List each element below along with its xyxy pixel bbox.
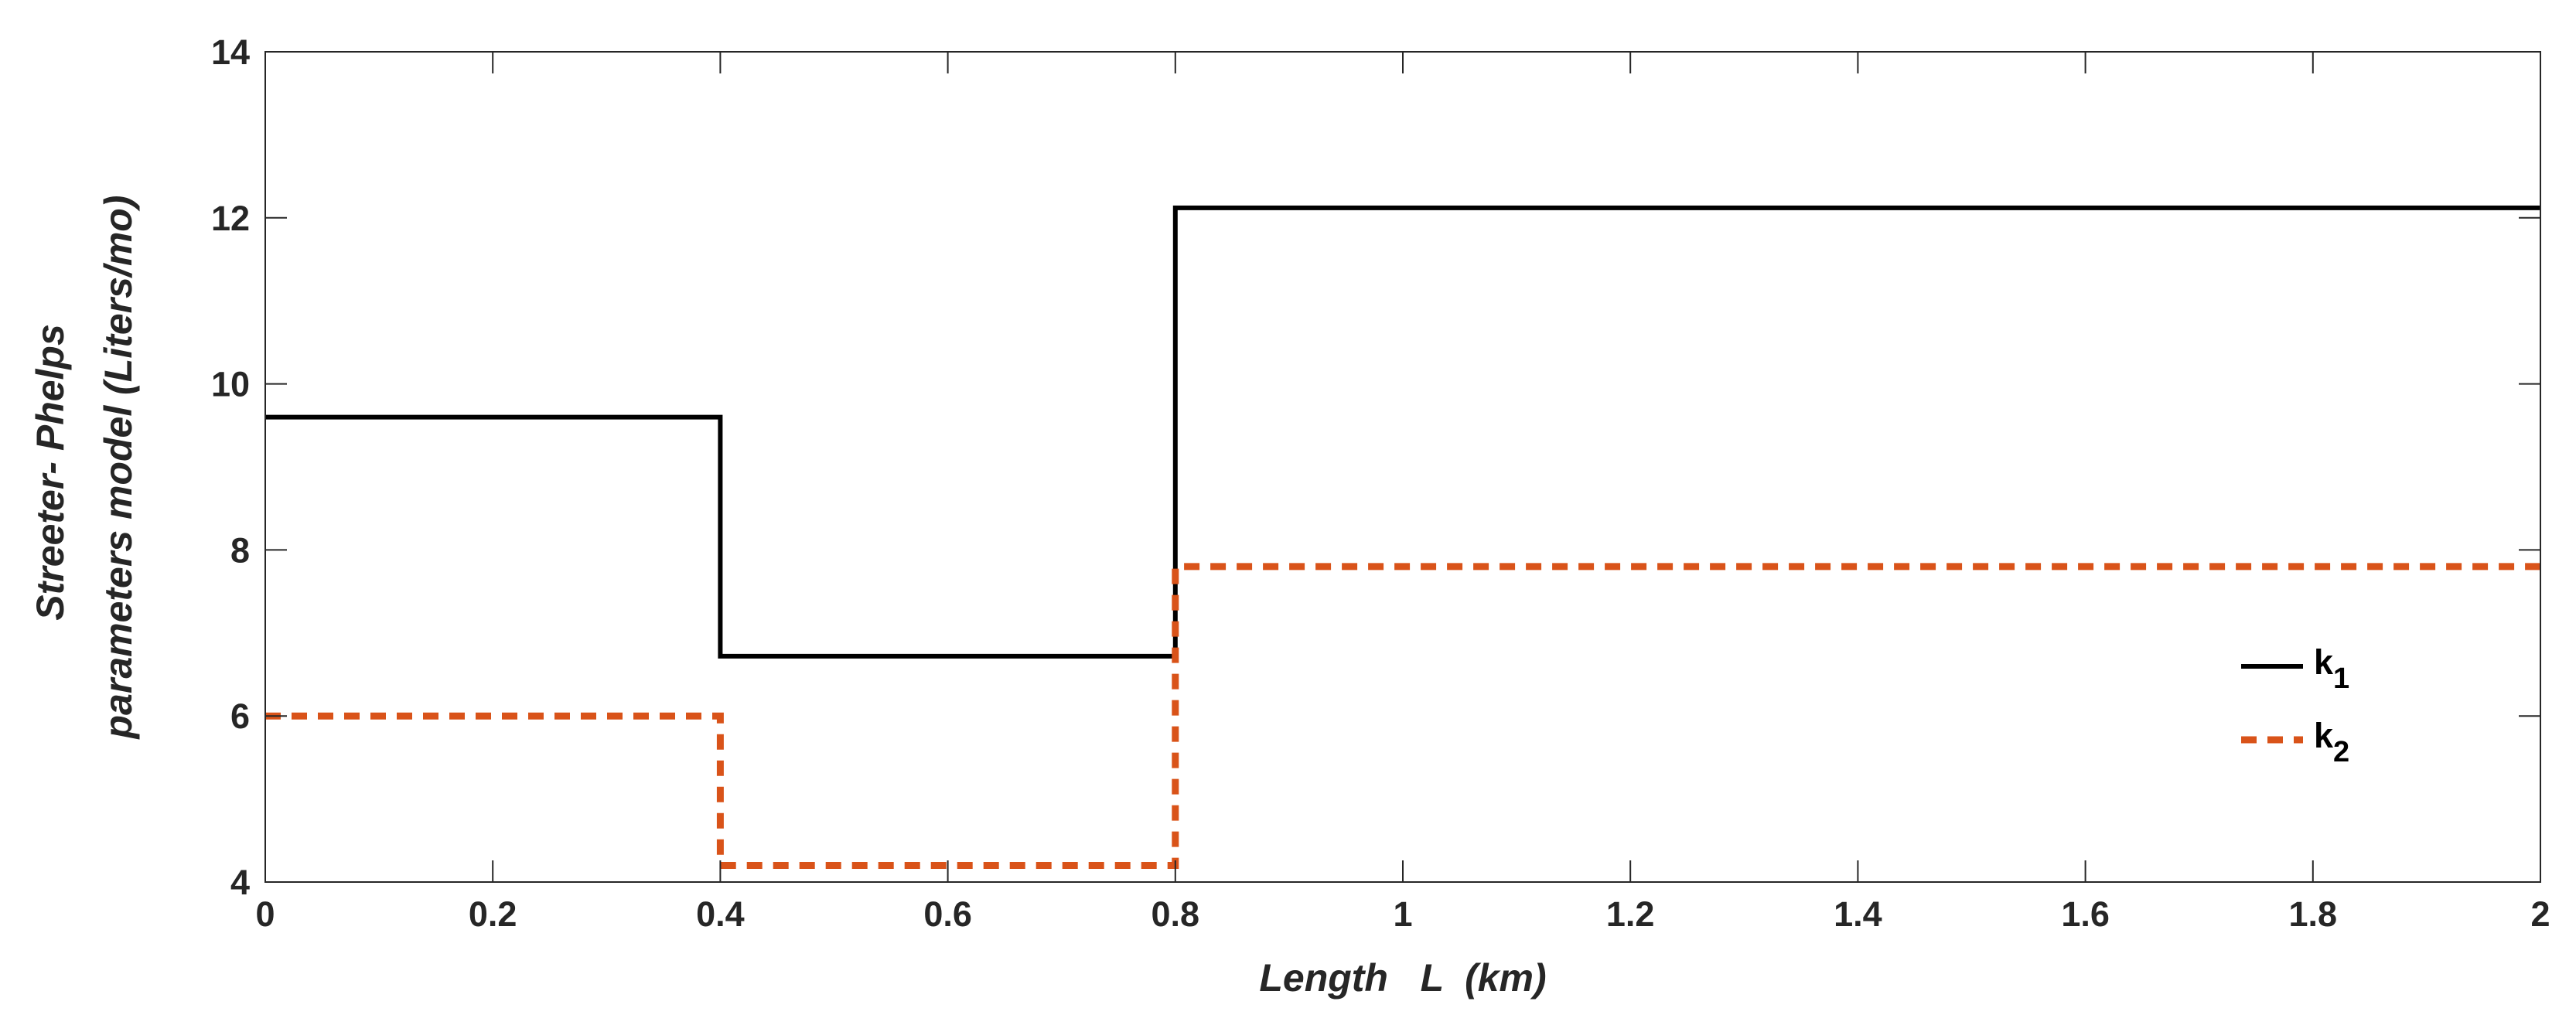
x-tick-label: 0.4 [696, 894, 745, 934]
x-axis-title: Length L (km) [1259, 956, 1546, 1000]
x-tick-label: 0 [255, 894, 275, 934]
y-axis-title-line-2: parameters model (Liters/mo) [97, 196, 140, 741]
y-axis-title: Streeter- Phelps parameters model (Liter… [29, 196, 140, 741]
y-tick-label: 12 [211, 199, 250, 238]
plot-area [265, 52, 2540, 882]
legend-label-k1: k1 [2314, 642, 2349, 695]
legend-label-k1-sub: 1 [2333, 662, 2349, 695]
legend-label-k2: k2 [2314, 716, 2349, 768]
legend-label-k2-sub: 2 [2333, 736, 2349, 768]
legend: k1 k2 [2241, 642, 2349, 768]
y-tick-label: 10 [211, 365, 250, 404]
plot-lines [265, 205, 2540, 869]
y-tick-label: 6 [230, 697, 250, 736]
x-axis: 0 0.2 0.4 0.6 0.8 1 1.2 1.4 1.6 1.8 2 [255, 52, 2550, 934]
x-tick-label: 1.8 [2289, 894, 2338, 934]
x-tick-label: 0.8 [1152, 894, 1200, 934]
x-tick-label: 1.2 [1606, 894, 1655, 934]
x-tick-label: 0.2 [469, 894, 517, 934]
y-axis-title-line-1: Streeter- Phelps [29, 324, 72, 620]
y-tick-label: 8 [230, 530, 250, 570]
series-line-k1 [265, 205, 2540, 659]
y-tick-label: 14 [211, 32, 250, 72]
x-tick-label: 1.4 [1834, 894, 1882, 934]
x-tick-label: 2 [2530, 894, 2550, 934]
y-tick-label: 4 [230, 863, 250, 902]
x-tick-label: 0.6 [923, 894, 972, 934]
series-line-k2 [265, 563, 2540, 869]
x-tick-label: 1.6 [2061, 894, 2110, 934]
legend-label-k2-main: k [2314, 716, 2334, 755]
x-tick-label: 1 [1393, 894, 1412, 934]
legend-label-k1-main: k [2314, 642, 2334, 682]
